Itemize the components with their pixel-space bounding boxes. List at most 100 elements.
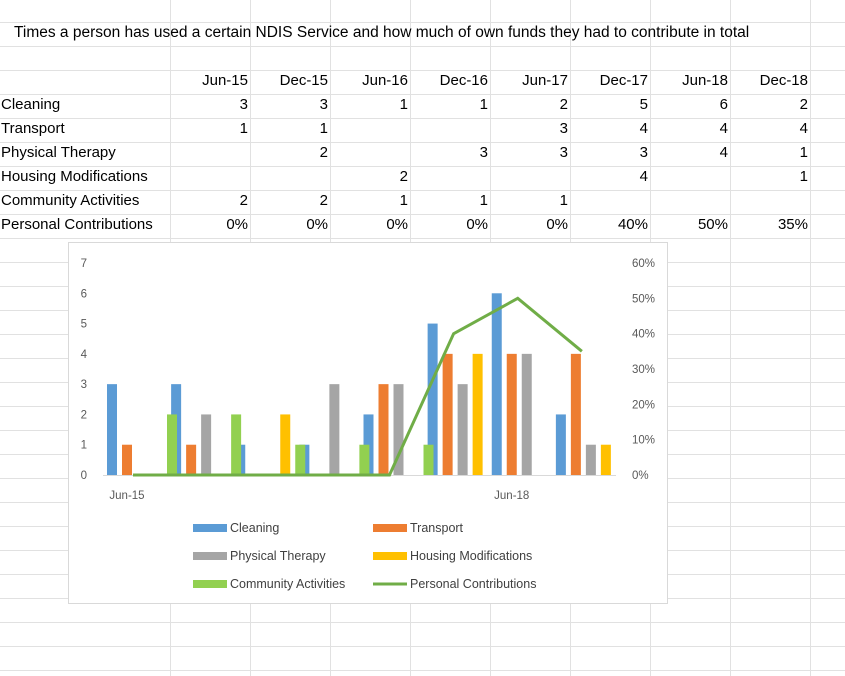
bar-housing-modifications[interactable] bbox=[472, 353, 483, 475]
table-cell: 1 bbox=[399, 192, 408, 209]
y-tick-label: 6 bbox=[81, 288, 87, 300]
period-header: Dec-15 bbox=[279, 72, 328, 89]
legend-entry: Physical Therapy bbox=[230, 549, 326, 563]
legend-entry: Housing Modifications bbox=[410, 549, 532, 563]
table-cell: 2 bbox=[319, 144, 328, 161]
bar-housing-modifications[interactable] bbox=[280, 414, 291, 475]
bar-cleaning[interactable] bbox=[555, 414, 566, 475]
legend-entry: Community Activities bbox=[230, 577, 345, 591]
table-cell: 1 bbox=[239, 120, 248, 137]
bar-transport[interactable] bbox=[442, 353, 453, 475]
table-cell: 5 bbox=[639, 96, 648, 113]
bar-physical-therapy[interactable] bbox=[457, 384, 468, 475]
x-tick-label: Jun-15 bbox=[109, 490, 144, 502]
table-cell: 1 bbox=[399, 96, 408, 113]
table-cell: 1 bbox=[319, 120, 328, 137]
bar-community-activities[interactable] bbox=[359, 444, 370, 475]
period-header: Dec-16 bbox=[439, 72, 488, 89]
table-cell: 50% bbox=[697, 216, 728, 233]
bar-transport[interactable] bbox=[122, 444, 132, 475]
table-cell: 4 bbox=[719, 120, 728, 137]
y2-tick-label: 0% bbox=[632, 470, 649, 482]
period-header: Dec-17 bbox=[599, 72, 648, 89]
table-cell: 3 bbox=[239, 96, 248, 113]
bar-physical-therapy[interactable] bbox=[585, 444, 596, 475]
table-cell: 1 bbox=[479, 96, 488, 113]
period-header: Jun-18 bbox=[682, 72, 728, 89]
table-cell: 6 bbox=[719, 96, 728, 113]
bar-transport[interactable] bbox=[506, 353, 517, 475]
y2-tick-label: 10% bbox=[632, 435, 655, 447]
bar-physical-therapy[interactable] bbox=[329, 384, 340, 475]
table-cell: 0% bbox=[306, 216, 328, 233]
bar-community-activities[interactable] bbox=[295, 444, 306, 475]
row-label: Personal Contributions bbox=[1, 216, 153, 233]
table-cell: 3 bbox=[319, 96, 328, 113]
y-tick-label: 2 bbox=[81, 409, 87, 421]
table-cell: 3 bbox=[639, 144, 648, 161]
table-cell: 4 bbox=[639, 168, 648, 185]
bar-transport[interactable] bbox=[186, 444, 197, 475]
table-cell: 4 bbox=[799, 120, 808, 137]
bar-cleaning[interactable] bbox=[427, 323, 438, 475]
table-cell: 1 bbox=[559, 192, 568, 209]
period-header: Jun-17 bbox=[522, 72, 568, 89]
legend-entry: Personal Contributions bbox=[410, 577, 536, 591]
table-cell: 2 bbox=[319, 192, 328, 209]
table-cell: 1 bbox=[799, 168, 808, 185]
bar-transport[interactable] bbox=[378, 384, 389, 475]
legend-swatch bbox=[373, 552, 407, 560]
bar-cleaning[interactable] bbox=[491, 293, 502, 475]
y-tick-label: 0 bbox=[81, 470, 87, 482]
table-cell: 2 bbox=[399, 168, 408, 185]
row-label: Transport bbox=[1, 120, 65, 137]
table-cell: 2 bbox=[799, 96, 808, 113]
table-cell: 2 bbox=[239, 192, 248, 209]
table-cell: 40% bbox=[617, 216, 648, 233]
x-tick-label: Jun-18 bbox=[494, 490, 529, 502]
table-cell: 0% bbox=[386, 216, 408, 233]
combo-chart[interactable]: 0 1 2 3 4 5 6 7 0% 10% 20% 30% 40% 50% 60% Jun-15 Jun-18… bbox=[68, 242, 668, 604]
table-cell: 0% bbox=[226, 216, 248, 233]
row-label: Physical Therapy bbox=[1, 144, 116, 161]
table-cell: 3 bbox=[559, 120, 568, 137]
y2-tick-label: 50% bbox=[632, 293, 655, 305]
bar-transport[interactable] bbox=[570, 353, 581, 475]
row-label: Housing Modifications bbox=[1, 168, 148, 185]
row-label: Cleaning bbox=[1, 96, 61, 113]
legend-entry: Transport bbox=[410, 521, 464, 535]
legend-swatch bbox=[193, 552, 227, 560]
y-tick-label: 7 bbox=[81, 258, 87, 270]
period-header: Jun-15 bbox=[202, 72, 248, 89]
bar-cleaning[interactable] bbox=[107, 384, 117, 475]
legend-swatch bbox=[373, 524, 407, 532]
bar-community-activities[interactable] bbox=[231, 414, 242, 475]
bar-community-activities[interactable] bbox=[423, 444, 434, 475]
y-tick-label: 3 bbox=[81, 379, 87, 391]
y2-tick-label: 20% bbox=[632, 399, 655, 411]
table-cell: 2 bbox=[559, 96, 568, 113]
legend-entry: Cleaning bbox=[230, 521, 279, 535]
bar-physical-therapy[interactable] bbox=[393, 384, 404, 475]
bar-community-activities[interactable] bbox=[167, 414, 177, 475]
table-cell: 3 bbox=[559, 144, 568, 161]
table-cell: 1 bbox=[479, 192, 488, 209]
y-tick-label: 5 bbox=[81, 319, 87, 331]
y-tick-label: 1 bbox=[81, 440, 87, 452]
legend-swatch bbox=[193, 524, 227, 532]
sheet-title: Times a person has used a certain NDIS S… bbox=[14, 24, 750, 41]
legend-swatch bbox=[193, 580, 227, 588]
table-cell: 35% bbox=[777, 216, 808, 233]
y2-tick-label: 60% bbox=[632, 258, 655, 270]
period-header: Dec-18 bbox=[759, 72, 808, 89]
y2-tick-label: 40% bbox=[632, 329, 655, 341]
table-cell: 4 bbox=[639, 120, 648, 137]
line-personal-contributions[interactable] bbox=[133, 296, 583, 477]
bar-housing-modifications[interactable] bbox=[600, 444, 611, 475]
y2-tick-label: 30% bbox=[632, 364, 655, 376]
chart-canvas: 0 1 2 3 4 5 6 7 0% 10% 20% 30% 40% 50% 60% Jun-15 Jun-18… bbox=[81, 258, 655, 591]
bar-physical-therapy[interactable] bbox=[521, 353, 532, 475]
y-tick-label: 4 bbox=[81, 349, 88, 361]
bar-physical-therapy[interactable] bbox=[201, 414, 212, 475]
table-cell: 1 bbox=[799, 144, 808, 161]
